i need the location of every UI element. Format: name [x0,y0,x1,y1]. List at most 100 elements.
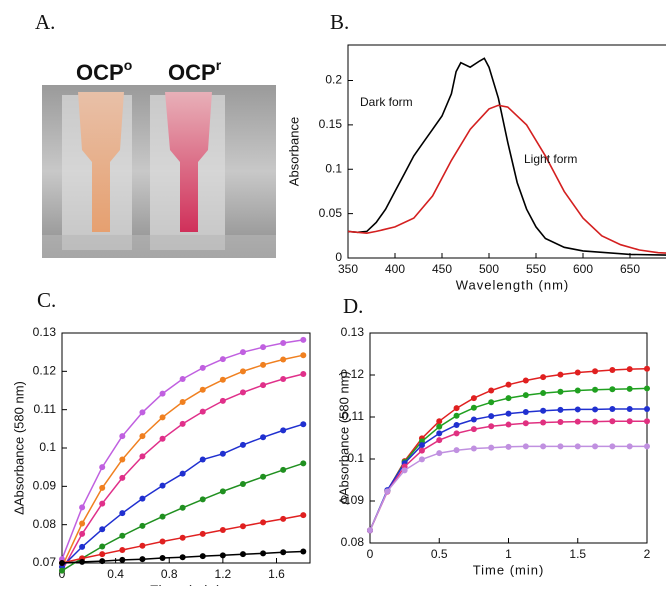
data-point [300,336,307,343]
data-point [179,504,186,511]
data-point [626,366,633,373]
data-point [418,442,425,449]
data-point [159,414,166,421]
data-point [470,404,477,411]
data-point [644,443,650,450]
plot-frame [61,332,311,564]
data-point [280,427,287,434]
data-point [609,406,616,413]
data-point [239,551,246,558]
data-point [557,388,564,395]
data-point [609,418,616,425]
data-point [540,374,547,381]
data-point [574,387,581,394]
data-point [436,430,443,437]
data-point [239,368,246,375]
y-tick-label: 0.1 [347,451,364,465]
data-point [179,376,186,382]
data-point [260,550,267,557]
data-point [79,530,86,537]
x-tick-label: 0.8 [161,567,178,581]
data-point [260,344,267,351]
data-point [99,484,106,491]
data-point [488,444,495,451]
data-point [139,453,146,460]
data-point [219,356,226,363]
x-tick-label: 0 [367,547,374,561]
photo [42,85,276,258]
y-tick-label: 0.11 [342,409,365,423]
data-point [179,420,186,427]
data-point [179,554,186,561]
data-point [239,441,246,448]
data-point [540,419,547,426]
data-point [99,526,106,533]
data-point [139,522,146,529]
data-point [453,447,460,454]
data-point [219,488,226,495]
data-point [79,504,86,511]
data-point [609,386,616,393]
data-point [644,406,650,413]
data-point [453,412,460,419]
data-point [159,538,166,545]
data-point [159,482,166,489]
data-point [119,456,126,463]
data-point [488,399,495,406]
data-point [574,443,581,450]
data-point [436,450,443,457]
data-point [199,456,206,463]
data-point [644,385,650,392]
data-point [436,418,443,425]
data-point [522,420,529,427]
series-line [347,104,666,254]
x-tick-label: 1 [505,547,512,561]
data-point [626,385,633,392]
data-point [280,466,287,473]
data-point [592,406,599,413]
y-axis-label: ΔAbsorbance (580 nm) [336,371,351,505]
data-point [99,500,106,507]
data-point [626,418,633,425]
x-axis-label: Time (min) [150,582,222,586]
series-line [369,445,647,531]
data-point [574,369,581,376]
data-point [300,512,307,519]
panel-label: B. [330,10,349,34]
data-point [436,437,443,444]
data-point [99,464,106,471]
y-tick-label: 0.13 [341,325,365,339]
data-point [199,496,206,503]
panel-label: C. [37,288,56,312]
data-point [453,430,460,437]
data-point [179,399,186,405]
x-tick-label: 2 [644,547,651,561]
data-point [139,542,146,549]
data-point [159,555,166,562]
data-point [260,382,267,389]
data-point [219,376,226,383]
data-point [540,390,547,397]
series-label: Light form [524,152,577,166]
x-tick-label: 350 [338,262,358,276]
data-point [280,515,287,522]
data-point [609,366,616,373]
data-point [470,426,477,433]
data-point [470,395,477,402]
data-point [79,558,86,565]
data-point [199,408,206,415]
data-point [557,406,564,413]
data-point [119,546,126,553]
data-point [300,371,307,378]
data-point [418,456,425,463]
data-point [401,467,408,474]
y-tick-label: 0.1 [39,440,56,454]
plot-area [347,57,666,256]
data-point [626,406,633,413]
data-point [300,548,307,555]
data-point [540,443,547,450]
x-tick-label: 0.5 [431,547,448,561]
data-point [384,488,391,495]
data-point [367,527,373,534]
data-point [557,443,564,450]
